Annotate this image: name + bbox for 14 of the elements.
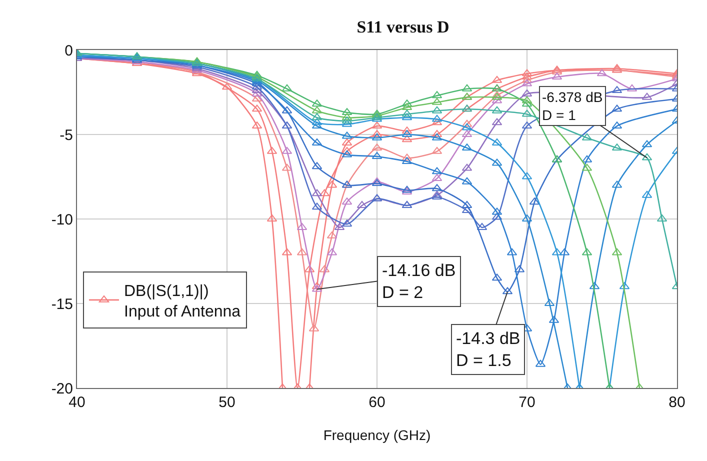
- x-axis-title: Frequency (GHz): [323, 427, 431, 443]
- x-tick-label: 60: [368, 394, 386, 411]
- legend-label: DB(|S(1,1)|) Input of Antenna: [124, 282, 241, 321]
- y-tick-label: -10: [51, 211, 73, 228]
- x-tick-label: 80: [668, 394, 686, 411]
- x-tick-label: 50: [218, 394, 236, 411]
- annotation: -14.3 dB D = 1.5: [456, 329, 520, 370]
- annotation: -14.16 dB D = 2: [382, 261, 456, 302]
- y-tick-label: -15: [51, 296, 73, 313]
- y-tick-label: -5: [60, 126, 73, 144]
- annotation: -6.378 dB D = 1: [542, 89, 603, 124]
- chart-title: S11 versus D: [356, 18, 450, 37]
- y-tick-label: 0: [64, 42, 73, 60]
- x-tick-label: 70: [518, 394, 536, 411]
